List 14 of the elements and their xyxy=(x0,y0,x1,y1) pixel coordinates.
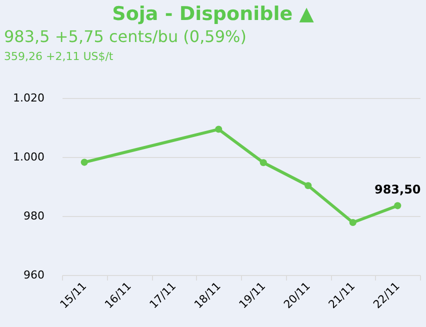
y-tick-label: 960 xyxy=(24,268,44,282)
y-tick-label: 980 xyxy=(24,210,44,222)
point xyxy=(260,159,267,166)
chart-subtitle: 983,5 +5,75 cents/bu (0,59%) xyxy=(3,26,248,48)
data-label: 983,50 xyxy=(374,182,421,197)
y-tick-label: 1.000 xyxy=(13,150,44,164)
chart-title: Soja - Disponible ▲ xyxy=(111,2,315,26)
y-tick-label: 1.020 xyxy=(13,92,44,104)
point xyxy=(80,158,88,166)
point xyxy=(304,182,312,190)
point xyxy=(349,218,356,226)
text: 359,26 +2,11 US$/t xyxy=(3,49,114,65)
point xyxy=(215,126,222,133)
point xyxy=(394,202,402,210)
